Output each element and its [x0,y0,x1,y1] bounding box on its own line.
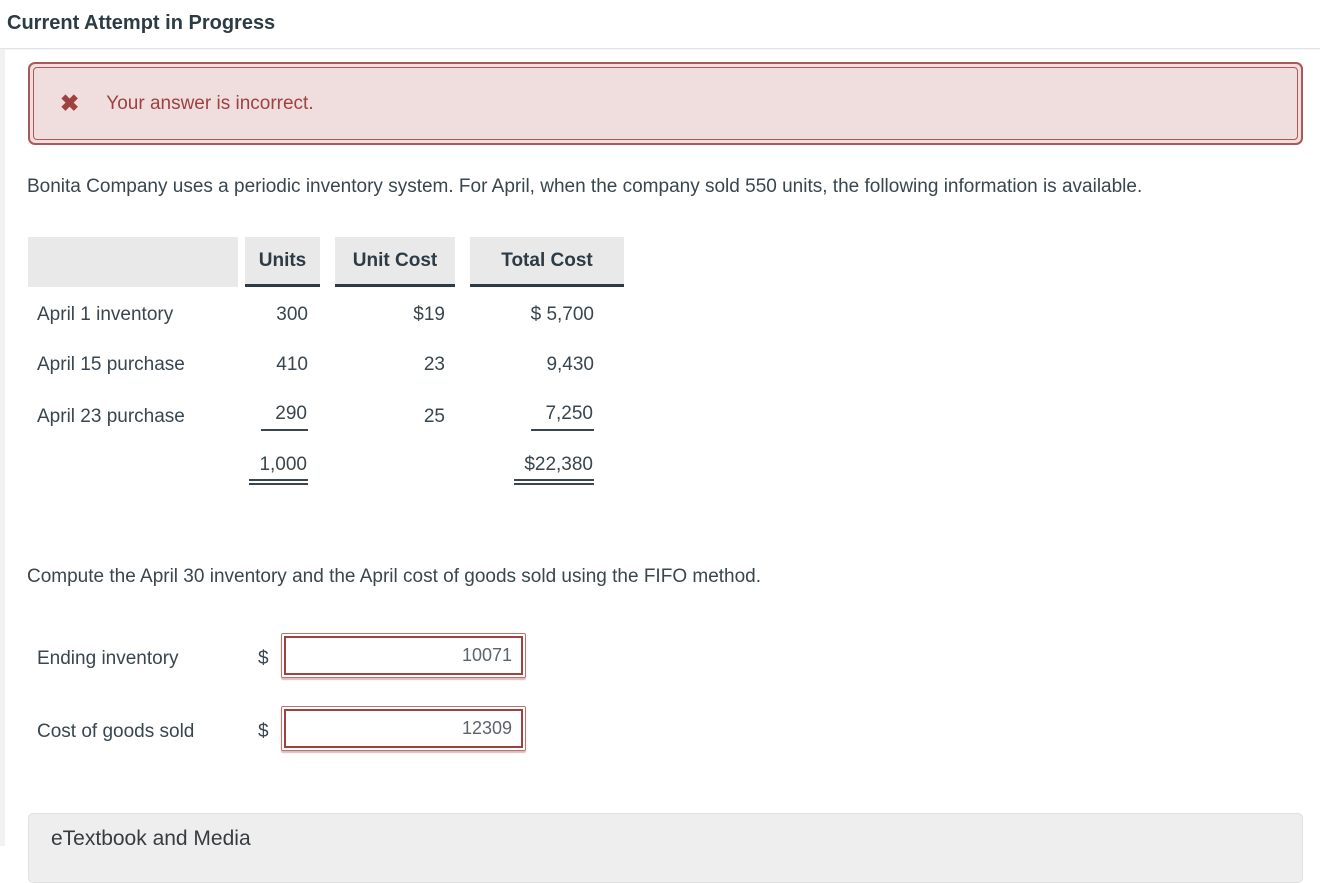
cost-of-goods-sold-input[interactable] [284,709,523,748]
ending-inventory-input-box [281,633,526,678]
table-row-april-15-purchase: April 15 purchase 410 23 9,430 [28,339,624,391]
total-cost-value: $ 5,700 [530,304,594,325]
header-cell-total-cost: Total Cost [470,237,624,287]
units-value-underlined: 290 [261,403,308,431]
alert-message: Your answer is incorrect. [106,92,314,114]
row-label: April 23 purchase [37,406,185,427]
header-cell-units: Units [245,237,320,287]
total-cost-value: 9,430 [546,354,594,375]
cost-of-goods-sold-input-box [281,706,526,751]
incorrect-answer-alert: ✖ Your answer is incorrect. [28,62,1303,145]
row-label: April 15 purchase [37,354,185,375]
dollar-sign: $ [258,721,269,742]
ending-inventory-answer-row: Ending inventory $ [37,633,526,678]
unit-cost-value: 23 [423,354,445,375]
page-title: Current Attempt in Progress [7,12,276,34]
page-left-gutter [0,49,5,846]
ending-inventory-label: Ending inventory [37,648,179,669]
problem-intro-text: Bonita Company uses a periodic inventory… [27,176,1143,197]
inventory-table: Units Unit Cost Total Cost April 1 inven… [28,237,624,495]
header-divider [0,48,1320,49]
row-label: April 1 inventory [37,304,174,325]
etextbook-and-media-label: eTextbook and Media [51,827,251,850]
units-total-double-underlined: 1,000 [249,454,308,485]
units-value: 410 [276,354,308,375]
header-cell-blank [28,237,238,287]
unit-cost-value: 25 [423,406,445,427]
dollar-sign: $ [258,648,269,669]
x-mark-icon: ✖ [60,90,80,116]
cost-of-goods-sold-answer-row: Cost of goods sold $ [37,706,526,751]
cost-of-goods-sold-label: Cost of goods sold [37,721,195,742]
total-cost-total-double-underlined: $22,380 [514,454,594,485]
table-row-april-23-purchase: April 23 purchase 290 25 7,250 [28,391,624,443]
attempt-page: { "page": { "title": "Current Attempt in… [0,12,1320,883]
table-row-totals: 1,000 $22,380 [28,443,624,495]
incorrect-answer-alert-inner: ✖ Your answer is incorrect. [33,67,1298,140]
problem-instruction-text: Compute the April 30 inventory and the A… [27,566,762,587]
units-value: 300 [276,304,308,325]
table-row-april-1-inventory: April 1 inventory 300 $19 $ 5,700 [28,287,624,339]
header-cell-unit-cost: Unit Cost [335,237,455,287]
inventory-table-header-row: Units Unit Cost Total Cost [28,237,624,287]
etextbook-and-media-section[interactable]: eTextbook and Media [28,813,1303,883]
total-cost-value-underlined: 7,250 [531,403,594,431]
ending-inventory-input[interactable] [284,636,523,675]
unit-cost-value: $19 [413,304,445,325]
